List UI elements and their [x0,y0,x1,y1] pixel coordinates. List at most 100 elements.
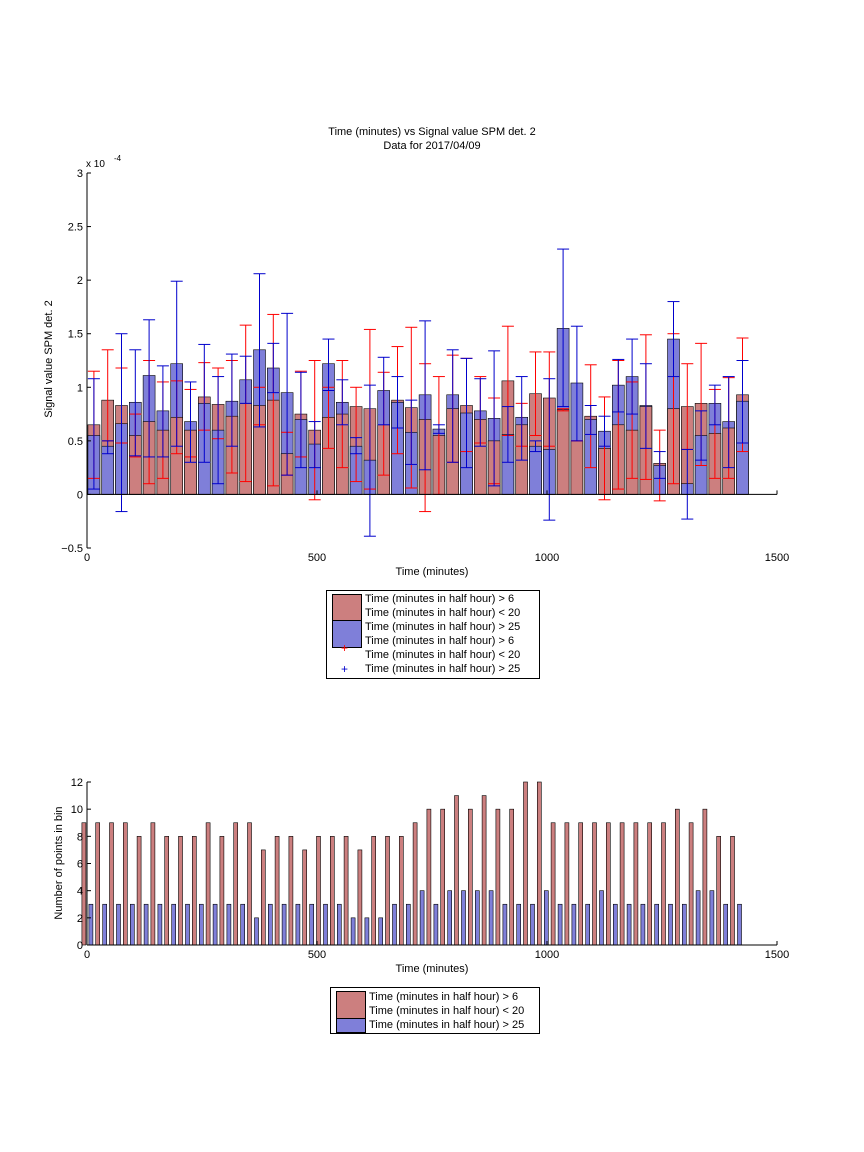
count-bar-blue [226,903,232,946]
chart2-plot-area: 0 500 1000 1500 0 2 4 6 8 10 12 [71,777,789,961]
chart2-y-tick-label: 10 [71,804,83,816]
count-bar-red [371,836,377,946]
chart2-x-tick-label: 1000 [535,949,559,961]
count-bar-red [605,822,611,946]
count-bar-blue [599,890,604,946]
count-bar-blue [461,890,466,946]
count-bar-red [95,822,100,946]
chart2-y-tick-label: 6 [77,859,83,871]
count-bar-red [523,781,528,946]
count-bar-blue [474,890,480,946]
count-bar-blue [447,890,453,946]
count-bar-red [233,822,238,946]
count-bar-red [426,808,432,946]
legend-swatch-blue [332,620,362,648]
chart1-legend: Time (minutes in half hour) > 6 Time (mi… [326,590,540,679]
count-bar-red [398,836,404,946]
count-bar-blue [626,903,632,946]
count-bar-red [302,849,308,946]
chart1-y-exponent-base: x 10 [86,159,105,170]
chart1-x-tick-label: 0 [84,552,90,564]
chart1-y-tick-label: 2 [77,275,83,287]
count-bar-blue [130,903,135,946]
count-bar-red [109,822,114,946]
count-bar-blue [543,890,549,946]
chart2-y-tick-label: 0 [77,940,83,952]
count-bar-blue [612,903,618,946]
count-bar-blue [295,903,301,946]
count-bar-blue [102,903,107,946]
count-bar-red [730,836,735,946]
chart2-ylabel: Number of points in bin [53,806,65,919]
count-bar-red [205,822,211,946]
count-bar-red [247,822,252,946]
legend-swatch-red [332,594,362,622]
count-bar-blue [378,917,384,946]
count-bar-red [495,808,501,946]
chart2-y-tick-label: 2 [77,913,83,925]
count-bar-blue [488,890,494,946]
count-bar-blue [116,903,121,946]
count-bar-blue [240,903,245,946]
legend-label: Time (minutes in half hour) < 20 [369,1005,525,1017]
count-bar-red [688,822,694,946]
count-bar-blue [695,890,701,946]
count-bar-red [633,822,639,946]
chart1-title: Time (minutes) vs Signal value SPM det. … [328,126,535,138]
count-bar-blue [309,903,315,946]
count-bar-red [343,836,349,946]
count-bar-red [509,808,515,946]
chart2-y-tick-label: 12 [71,777,83,789]
legend-label: Time (minutes in half hour) > 25 [369,1019,525,1031]
chart1-x-tick-label: 1500 [765,552,789,564]
count-bar-blue [392,903,397,946]
count-bar-blue [654,903,660,946]
count-bar-blue [281,903,287,946]
chart1-y-tick-label: 1.5 [68,329,83,341]
chart2-x-tick-label: 0 [84,949,90,961]
count-bar-blue [336,903,342,946]
count-bar-blue [709,890,715,946]
count-bar-red [564,822,570,946]
chart2-xlabel: Time (minutes) [396,963,469,975]
count-bar-red [536,781,542,946]
count-bar-red [178,836,183,946]
legend-swatch-red [336,991,366,1019]
count-bar-red [192,836,197,946]
legend-label: Time (minutes in half hour) < 20 [365,607,521,619]
bar-red [556,409,570,495]
legend-label: Time (minutes in half hour) < 20 [365,649,521,661]
count-bar-red [592,822,597,946]
count-bar-red [123,822,128,946]
chart1-y-tick-label: 3 [77,168,83,180]
count-bar-red [661,822,666,946]
count-bar-red [274,836,280,946]
count-bar-red [412,822,418,946]
chart1-ylabel: Signal value SPM det. 2 [43,300,55,417]
legend-label: Time (minutes in half hour) > 6 [365,635,515,647]
count-bar-blue [530,903,535,946]
legend-marker-blue-plus-icon: + [341,662,349,676]
legend-swatch-blue [336,1018,366,1033]
count-bar-blue [668,903,673,946]
count-bar-blue [681,903,687,946]
count-bar-red [150,822,156,946]
count-bar-blue [516,903,522,946]
count-bar-blue [212,903,218,946]
count-bar-blue [185,903,190,946]
count-bar-red [454,795,459,946]
bar-red [570,440,584,495]
count-bar-blue [640,903,646,946]
chart2-y-tick-label: 8 [77,831,83,843]
chart1-y-tick-label: 2.5 [68,222,83,234]
chart1-y-tick-label: 0 [77,489,83,501]
count-bar-blue [171,903,176,946]
count-bar-blue [323,903,328,946]
count-bar-blue [585,903,591,946]
chart1-y-exponent-power: -4 [114,154,122,163]
count-bar-red [647,822,653,946]
chart1-y-tick-label: 1 [77,382,83,394]
count-bar-blue [433,903,439,946]
count-bar-red [578,822,584,946]
